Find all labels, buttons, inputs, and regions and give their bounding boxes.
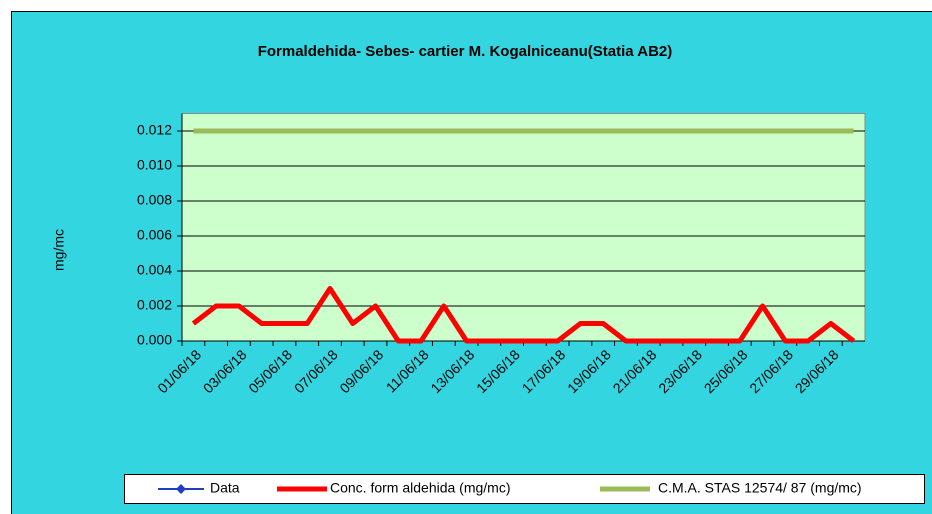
plot-area xyxy=(181,113,866,342)
y-tick-label: 0.004 xyxy=(137,262,172,278)
y-tick-label: 0.010 xyxy=(137,157,172,173)
y-tick-label: 0.012 xyxy=(137,122,172,138)
legend xyxy=(124,474,925,504)
y-tick-label: 0.002 xyxy=(137,297,172,313)
y-tick-label: 0.006 xyxy=(137,227,172,243)
legend-label: Data xyxy=(210,480,240,496)
legend-label: Conc. form aldehida (mg/mc) xyxy=(330,480,511,496)
y-axis-label: mg/mc xyxy=(51,229,67,271)
legend-label: C.M.A. STAS 12574/ 87 (mg/mc) xyxy=(658,480,862,496)
y-tick-label: 0.008 xyxy=(137,192,172,208)
y-tick-label: 0.000 xyxy=(137,332,172,348)
chart-title: Formaldehida- Sebes- cartier M. Kogalnic… xyxy=(258,43,673,60)
series-line xyxy=(191,286,856,344)
legend-marker xyxy=(176,484,186,494)
